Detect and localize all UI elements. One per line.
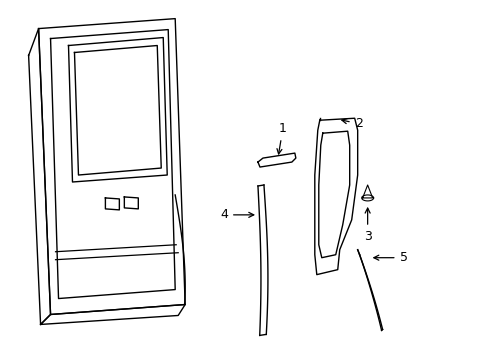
Text: 5: 5	[373, 251, 407, 264]
Text: 3: 3	[363, 208, 371, 243]
Text: 1: 1	[276, 122, 286, 154]
Text: 4: 4	[220, 208, 253, 221]
Text: 2: 2	[341, 117, 362, 130]
